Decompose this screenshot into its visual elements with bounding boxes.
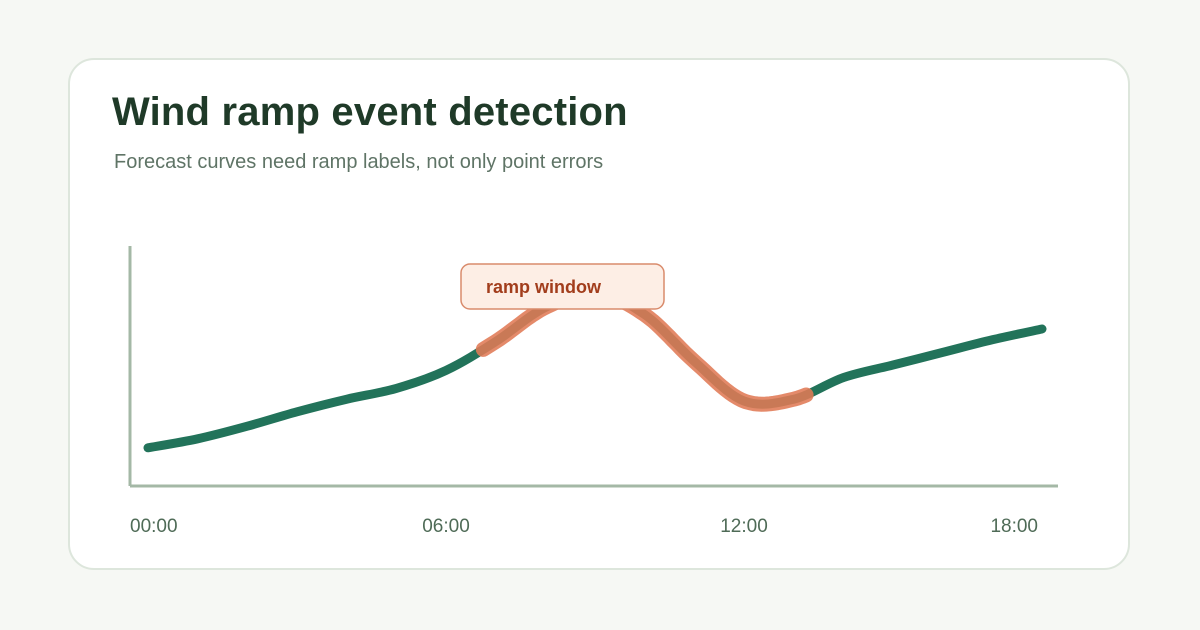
ramp-window-line	[475, 285, 814, 412]
series-layer	[143, 288, 1047, 453]
ramp-window-highlight	[475, 285, 814, 412]
x-tick-label: 06:00	[422, 516, 470, 537]
chart-subtitle: Forecast curves need ramp labels, not on…	[114, 151, 604, 173]
x-tick-label: 00:00	[130, 516, 178, 537]
chart-title: Wind ramp event detection	[112, 90, 628, 134]
x-tick-label: 12:00	[720, 516, 768, 537]
x-tick-labels: 00:00 06:00 12:00 18:00	[130, 516, 1038, 537]
series-line	[143, 288, 1047, 453]
ramp-window-callout: ramp window	[460, 263, 665, 310]
callout-box	[460, 263, 665, 310]
callout-label: ramp window	[486, 277, 602, 297]
x-tick-label: 18:00	[990, 516, 1038, 537]
